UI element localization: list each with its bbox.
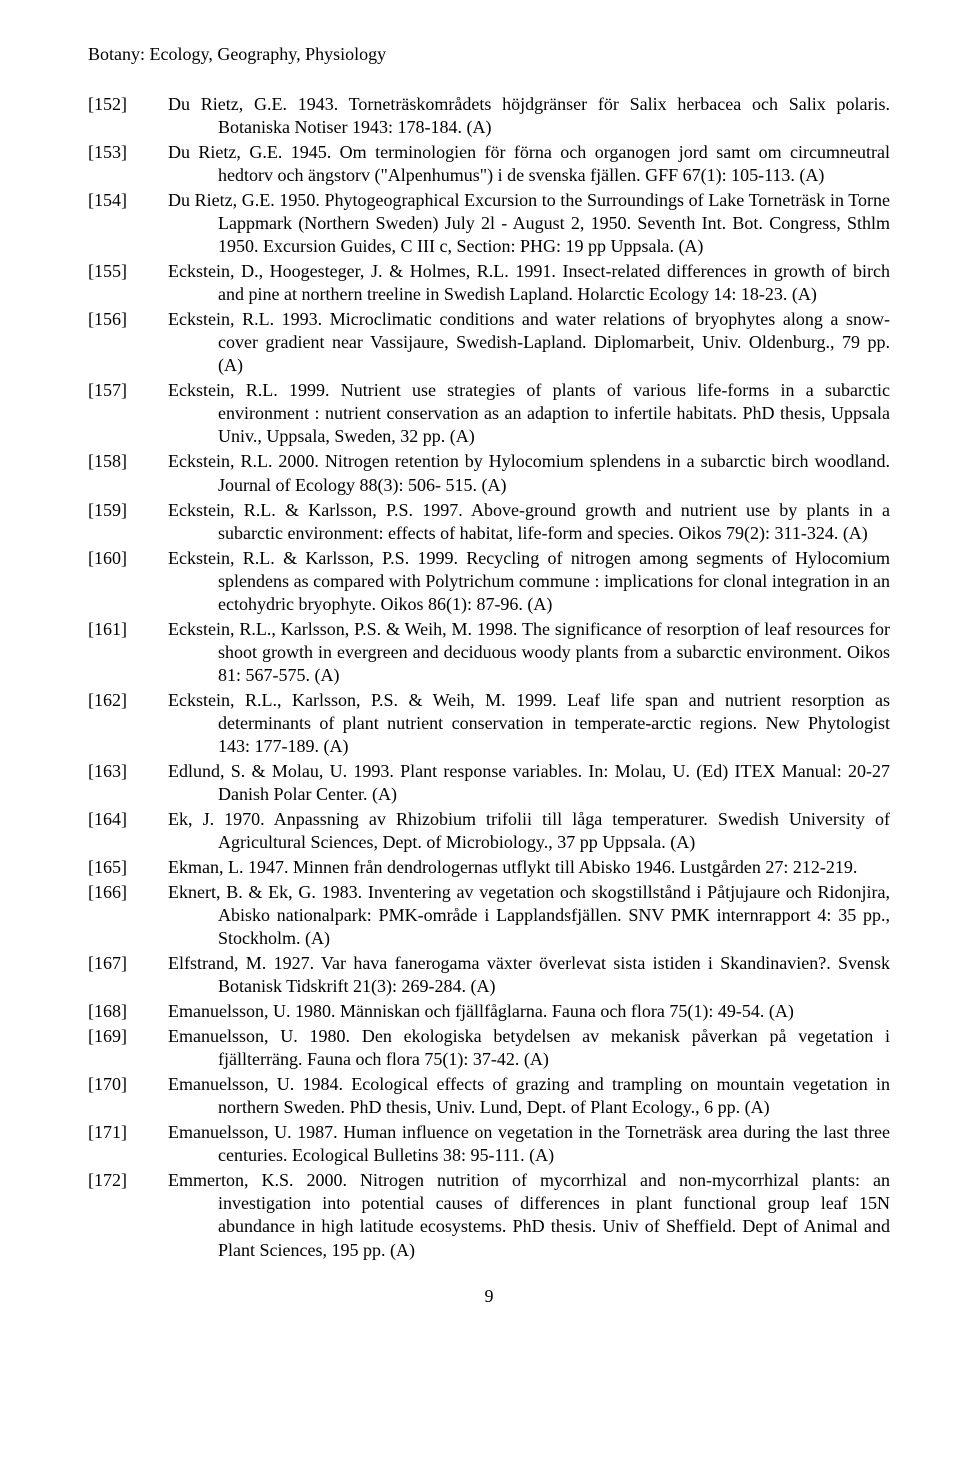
bibliography-entry: [157]Eckstein, R.L. 1999. Nutrient use s…: [88, 379, 890, 448]
reference-number: [169]: [88, 1025, 168, 1071]
bibliography-entry: [169]Emanuelsson, U. 1980. Den ekologisk…: [88, 1025, 890, 1071]
reference-text: Emanuelsson, U. 1984. Ecological effects…: [168, 1073, 890, 1119]
reference-number: [164]: [88, 808, 168, 854]
reference-text: Eckstein, R.L., Karlsson, P.S. & Weih, M…: [168, 689, 890, 758]
reference-number: [171]: [88, 1121, 168, 1167]
bibliography-entry: [159]Eckstein, R.L. & Karlsson, P.S. 199…: [88, 499, 890, 545]
reference-text: Eckstein, R.L. 2000. Nitrogen retention …: [168, 450, 890, 496]
bibliography-entry: [158]Eckstein, R.L. 2000. Nitrogen reten…: [88, 450, 890, 496]
reference-number: [160]: [88, 547, 168, 616]
page-number: 9: [88, 1286, 890, 1307]
reference-number: [167]: [88, 952, 168, 998]
reference-text: Ekman, L. 1947. Minnen från dendrologern…: [168, 856, 890, 879]
reference-text: Eckstein, R.L. & Karlsson, P.S. 1999. Re…: [168, 547, 890, 616]
bibliography-entry: [171]Emanuelsson, U. 1987. Human influen…: [88, 1121, 890, 1167]
reference-text: Eckstein, R.L. 1999. Nutrient use strate…: [168, 379, 890, 448]
reference-text: Eckstein, R.L., Karlsson, P.S. & Weih, M…: [168, 618, 890, 687]
reference-text: Eckstein, R.L. 1993. Microclimatic condi…: [168, 308, 890, 377]
reference-number: [159]: [88, 499, 168, 545]
reference-number: [152]: [88, 93, 168, 139]
reference-number: [163]: [88, 760, 168, 806]
reference-text: Edlund, S. & Molau, U. 1993. Plant respo…: [168, 760, 890, 806]
reference-text: Eckstein, R.L. & Karlsson, P.S. 1997. Ab…: [168, 499, 890, 545]
reference-text: Eckstein, D., Hoogesteger, J. & Holmes, …: [168, 260, 890, 306]
bibliography-entry: [164]Ek, J. 1970. Anpassning av Rhizobiu…: [88, 808, 890, 854]
reference-text: Emmerton, K.S. 2000. Nitrogen nutrition …: [168, 1169, 890, 1261]
reference-number: [168]: [88, 1000, 168, 1023]
reference-text: Ek, J. 1970. Anpassning av Rhizobium tri…: [168, 808, 890, 854]
bibliography-entry: [160]Eckstein, R.L. & Karlsson, P.S. 199…: [88, 547, 890, 616]
reference-text: Emanuelsson, U. 1980. Människan och fjäl…: [168, 1000, 890, 1023]
bibliography-entry: [161]Eckstein, R.L., Karlsson, P.S. & We…: [88, 618, 890, 687]
bibliography-entry: [170]Emanuelsson, U. 1984. Ecological ef…: [88, 1073, 890, 1119]
reference-number: [156]: [88, 308, 168, 377]
bibliography-entry: [156]Eckstein, R.L. 1993. Microclimatic …: [88, 308, 890, 377]
reference-number: [153]: [88, 141, 168, 187]
bibliography-entries: [152]Du Rietz, G.E. 1943. Torneträskområ…: [88, 93, 890, 1262]
page-container: Botany: Ecology, Geography, Physiology […: [0, 0, 960, 1347]
reference-number: [166]: [88, 881, 168, 950]
bibliography-entry: [166]Eknert, B. & Ek, G. 1983. Inventeri…: [88, 881, 890, 950]
reference-text: Emanuelsson, U. 1987. Human influence on…: [168, 1121, 890, 1167]
bibliography-entry: [152]Du Rietz, G.E. 1943. Torneträskområ…: [88, 93, 890, 139]
reference-number: [155]: [88, 260, 168, 306]
reference-number: [157]: [88, 379, 168, 448]
reference-number: [170]: [88, 1073, 168, 1119]
reference-number: [162]: [88, 689, 168, 758]
reference-text: Du Rietz, G.E. 1945. Om terminologien fö…: [168, 141, 890, 187]
reference-number: [161]: [88, 618, 168, 687]
page-header: Botany: Ecology, Geography, Physiology: [88, 44, 890, 65]
reference-text: Eknert, B. & Ek, G. 1983. Inventering av…: [168, 881, 890, 950]
reference-number: [172]: [88, 1169, 168, 1261]
reference-text: Du Rietz, G.E. 1943. Torneträskområdets …: [168, 93, 890, 139]
bibliography-entry: [167]Elfstrand, M. 1927. Var hava fanero…: [88, 952, 890, 998]
reference-number: [158]: [88, 450, 168, 496]
reference-number: [154]: [88, 189, 168, 258]
bibliography-entry: [165]Ekman, L. 1947. Minnen från dendrol…: [88, 856, 890, 879]
reference-number: [165]: [88, 856, 168, 879]
reference-text: Emanuelsson, U. 1980. Den ekologiska bet…: [168, 1025, 890, 1071]
reference-text: Du Rietz, G.E. 1950. Phytogeographical E…: [168, 189, 890, 258]
bibliography-entry: [172]Emmerton, K.S. 2000. Nitrogen nutri…: [88, 1169, 890, 1261]
bibliography-entry: [162]Eckstein, R.L., Karlsson, P.S. & We…: [88, 689, 890, 758]
bibliography-entry: [154]Du Rietz, G.E. 1950. Phytogeographi…: [88, 189, 890, 258]
bibliography-entry: [153]Du Rietz, G.E. 1945. Om terminologi…: [88, 141, 890, 187]
bibliography-entry: [155]Eckstein, D., Hoogesteger, J. & Hol…: [88, 260, 890, 306]
reference-text: Elfstrand, M. 1927. Var hava fanerogama …: [168, 952, 890, 998]
bibliography-entry: [163]Edlund, S. & Molau, U. 1993. Plant …: [88, 760, 890, 806]
bibliography-entry: [168]Emanuelsson, U. 1980. Människan och…: [88, 1000, 890, 1023]
